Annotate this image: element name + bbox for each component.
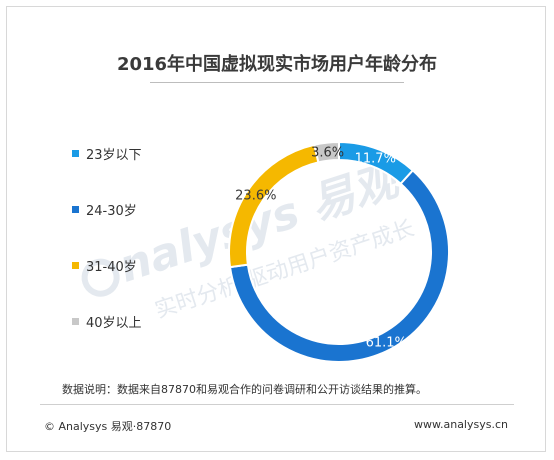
legend-item-under-23: 23岁以下 [72, 144, 142, 163]
legend-item-over-40: 40岁以上 [72, 312, 142, 331]
legend-item-24-30: 24-30岁 [72, 200, 137, 219]
website-text: www.analysys.cn [414, 418, 508, 431]
donut-label-24-30: 61.1% [366, 335, 407, 350]
donut-slice-31-40 [228, 143, 320, 269]
legend-swatch-over-40 [72, 318, 79, 325]
copyright-text: © Analysys 易观·87870 [44, 420, 172, 433]
legend-swatch-31-40 [72, 262, 79, 269]
title-underline [150, 82, 404, 83]
donut-label-31-40: 23.6% [235, 189, 276, 204]
legend-label-over-40: 40岁以上 [86, 316, 142, 331]
chart-title: 2016年中国虚拟现实市场用户年龄分布 [116, 54, 438, 75]
donut-label-over-40: 3.6% [311, 146, 344, 161]
donut-label-under-23: 11.7% [355, 152, 396, 167]
legend-swatch-under-23 [72, 150, 79, 157]
donut-slice-over-40 [313, 140, 340, 164]
legend-label-31-40: 31-40岁 [86, 260, 137, 275]
data-note: 数据说明：数据来自87870和易观合作的问卷调研和公开访谈结果的推算。 [62, 383, 427, 396]
legend-label-24-30: 24-30岁 [86, 204, 137, 219]
chart-frame [6, 6, 546, 452]
legend-label-under-23: 23岁以下 [86, 148, 142, 163]
legend-swatch-24-30 [72, 206, 79, 213]
footer-divider [40, 404, 514, 405]
legend-item-31-40: 31-40岁 [72, 256, 137, 275]
